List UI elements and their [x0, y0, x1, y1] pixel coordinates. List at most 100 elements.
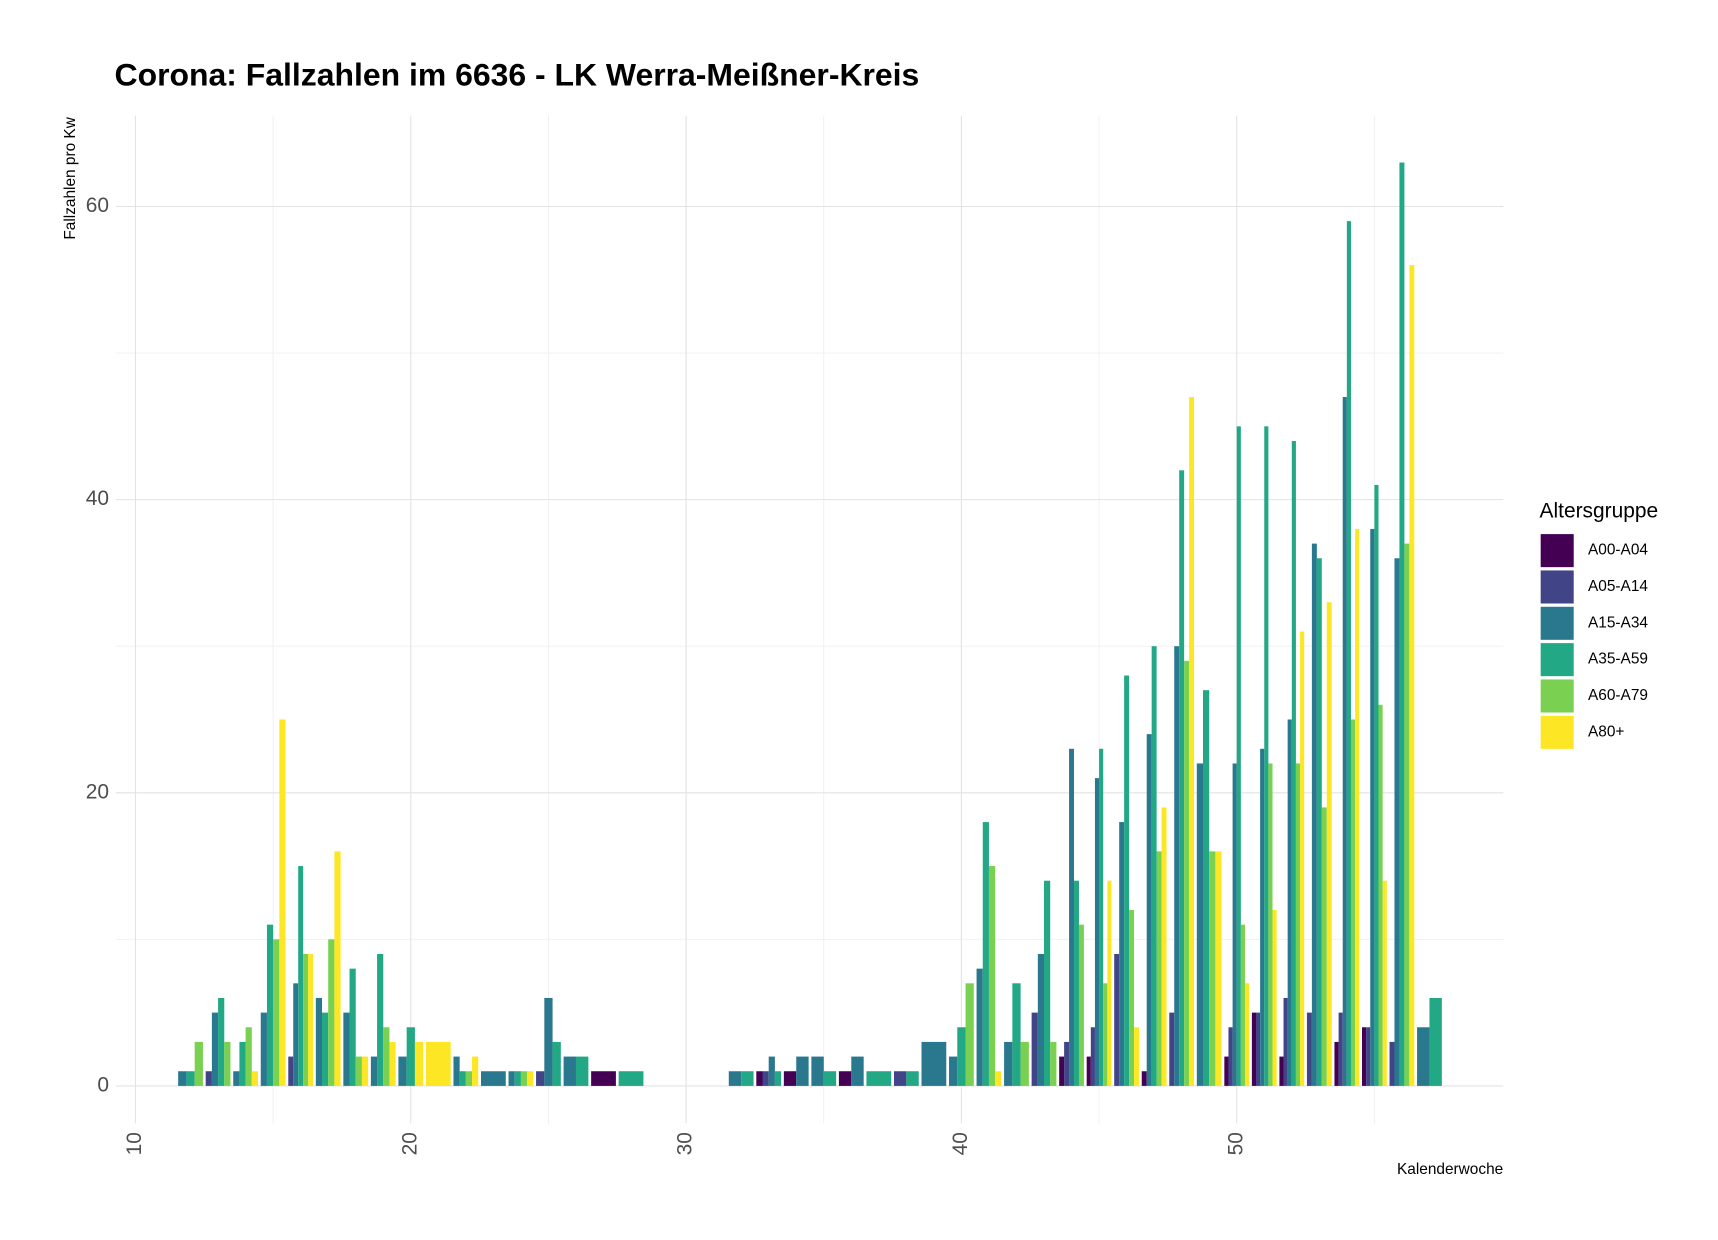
bar: [965, 983, 974, 1086]
bar: [1174, 646, 1180, 1086]
bar: [756, 1071, 763, 1086]
bar: [1228, 1027, 1233, 1086]
bar: [1374, 484, 1379, 1086]
bar: [298, 866, 304, 1086]
bar: [527, 1071, 534, 1086]
bar: [406, 1027, 415, 1086]
bar: [1094, 778, 1100, 1086]
bar: [982, 822, 989, 1086]
y-tick-label: 40: [86, 487, 109, 510]
bar: [1306, 1012, 1312, 1086]
legend-swatch: [1540, 715, 1574, 749]
bar: [328, 939, 335, 1086]
bar: [1069, 748, 1075, 1086]
bar: [425, 1041, 451, 1086]
x-tick-label: 10: [123, 1132, 146, 1155]
bar: [1404, 543, 1410, 1086]
bar: [536, 1071, 545, 1086]
bar: [1236, 426, 1241, 1086]
bar: [334, 851, 341, 1086]
legend-swatch: [1540, 534, 1574, 568]
bar: [361, 1056, 369, 1086]
bar: [1099, 748, 1104, 1086]
bar: [1074, 880, 1079, 1086]
bar: [1264, 426, 1269, 1086]
bar: [453, 1056, 460, 1086]
bar: [520, 1071, 528, 1086]
bar: [544, 997, 553, 1086]
bar: [591, 1071, 616, 1086]
bar: [233, 1071, 240, 1086]
bar: [465, 1071, 473, 1086]
bar: [1151, 646, 1157, 1086]
bar: [480, 1071, 506, 1086]
bar: [239, 1041, 246, 1086]
bar: [315, 997, 323, 1086]
bar: [1124, 675, 1130, 1086]
bar: [796, 1056, 809, 1086]
bar: [1114, 953, 1120, 1086]
bar: [322, 1012, 329, 1086]
bar: [851, 1056, 864, 1086]
bar: [1184, 660, 1190, 1086]
bar: [1064, 1041, 1070, 1086]
bar: [1012, 983, 1021, 1086]
bar: [1350, 719, 1356, 1086]
bar: [1037, 953, 1045, 1086]
legend-label: A00-A04: [1588, 542, 1648, 559]
bar: [563, 1056, 576, 1086]
x-tick-label: 20: [398, 1132, 421, 1155]
bar: [1103, 983, 1108, 1086]
bar: [414, 1041, 424, 1086]
bar: [459, 1071, 466, 1086]
bar: [575, 1056, 589, 1086]
bar: [1346, 221, 1351, 1086]
bar: [762, 1071, 769, 1086]
bar: [1394, 558, 1400, 1086]
bar: [1146, 734, 1152, 1086]
bar: [1203, 690, 1210, 1086]
bar: [1338, 1012, 1343, 1086]
bar: [186, 1071, 195, 1086]
x-tick-label: 30: [674, 1132, 697, 1155]
bar: [1255, 1012, 1261, 1086]
bar: [1291, 441, 1296, 1086]
y-axis-title: Fallzahlen pro Kw: [62, 116, 79, 239]
bar: [224, 1041, 231, 1086]
bar: [211, 1012, 219, 1086]
legend-label: A05-A14: [1588, 578, 1648, 595]
bar: [355, 1056, 362, 1086]
chart-title: Corona: Fallzahlen im 6636 - LK Werra-Me…: [115, 57, 920, 93]
y-tick-label: 60: [86, 194, 109, 217]
bar: [1134, 1027, 1139, 1086]
bar: [1090, 1027, 1095, 1086]
bar: [949, 1056, 958, 1086]
bar: [205, 1071, 212, 1086]
bar: [383, 1027, 390, 1086]
bar: [1316, 558, 1322, 1086]
bar: [279, 719, 286, 1086]
bar: [1311, 543, 1317, 1086]
bar: [1417, 1027, 1430, 1086]
legend-label: A80+: [1588, 723, 1624, 740]
bar: [293, 983, 299, 1086]
bar: [308, 953, 314, 1086]
bar: [1389, 1041, 1395, 1086]
bar: [906, 1071, 919, 1086]
bar: [1209, 851, 1216, 1086]
bar: [976, 968, 983, 1086]
bar: [1189, 397, 1195, 1086]
legend-swatch: [1540, 606, 1574, 640]
bar: [1141, 1071, 1147, 1086]
bar: [251, 1071, 258, 1086]
x-tick-label: 40: [949, 1132, 972, 1155]
bar: [1268, 763, 1273, 1086]
bar: [1107, 880, 1112, 1086]
bar: [260, 1012, 267, 1086]
bar: [1382, 880, 1387, 1086]
bar: [343, 1012, 350, 1086]
bar: [618, 1071, 644, 1086]
bar: [1031, 1012, 1038, 1086]
